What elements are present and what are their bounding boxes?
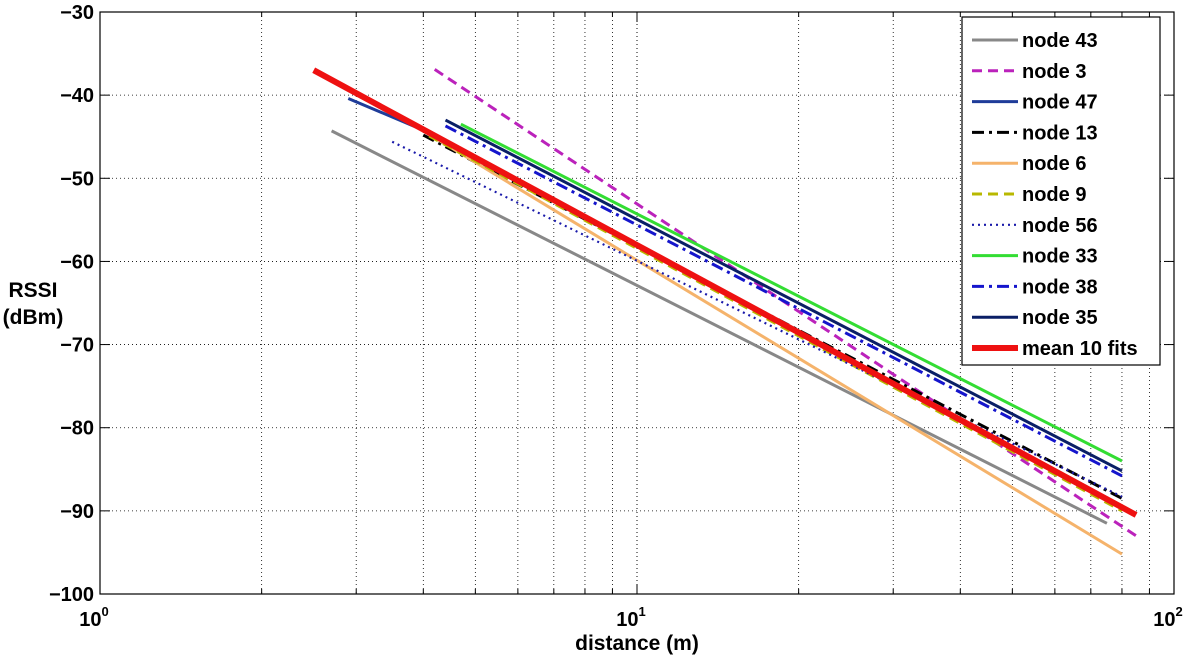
y-tick-label: −80 <box>60 418 94 440</box>
legend-label: mean 10 fits <box>1022 338 1138 360</box>
axis-ticks <box>99 11 1175 595</box>
legend-label: node 43 <box>1022 30 1098 52</box>
x-tick-label: 101 <box>616 604 645 631</box>
y-tick-label: −60 <box>60 251 94 273</box>
y-tick-labels: −30 −40 −50 −60 −70 −80 −90 −100 <box>49 2 94 606</box>
y-tick-label: −70 <box>60 335 94 357</box>
legend-label: node 6 <box>1022 153 1086 175</box>
legend-label: node 35 <box>1022 307 1098 329</box>
x-tick-label: 100 <box>79 604 108 631</box>
series-line-node-35 <box>444 118 1123 473</box>
y-tick-label: −40 <box>60 85 94 107</box>
legend-label: node 56 <box>1022 215 1098 237</box>
legend: node 43 node 3 node 47 node 13 node 6 node 9 n… <box>961 16 1161 366</box>
series-lines <box>312 67 1138 556</box>
legend-box <box>961 16 1161 366</box>
y-axis-label-line-2: (dBm) <box>3 306 64 329</box>
series-line-node-38 <box>444 124 1123 478</box>
series-line-node-43 <box>330 129 1108 525</box>
legend-label: node 9 <box>1022 184 1086 206</box>
legend-label: node 13 <box>1022 122 1098 144</box>
x-tick-label: 102 <box>1153 604 1182 631</box>
series-line-node-6 <box>422 129 1123 556</box>
y-tick-label: −100 <box>49 584 94 606</box>
y-axis-label-line-1: RSSI <box>8 279 57 302</box>
y-tick-label: −50 <box>60 168 94 190</box>
y-tick-label: −90 <box>60 501 94 523</box>
x-axis-label: distance (m) <box>575 632 699 655</box>
legend-label: node 47 <box>1022 92 1098 114</box>
legend-label: node 3 <box>1022 61 1086 83</box>
legend-label: node 38 <box>1022 276 1098 298</box>
x-tick-labels: 100 101 102 <box>79 604 1182 631</box>
legend-label: node 33 <box>1022 246 1098 268</box>
series-line-mean-10-fits <box>312 67 1138 518</box>
series-line-node-33 <box>460 122 1123 463</box>
y-tick-label: −30 <box>60 2 94 24</box>
